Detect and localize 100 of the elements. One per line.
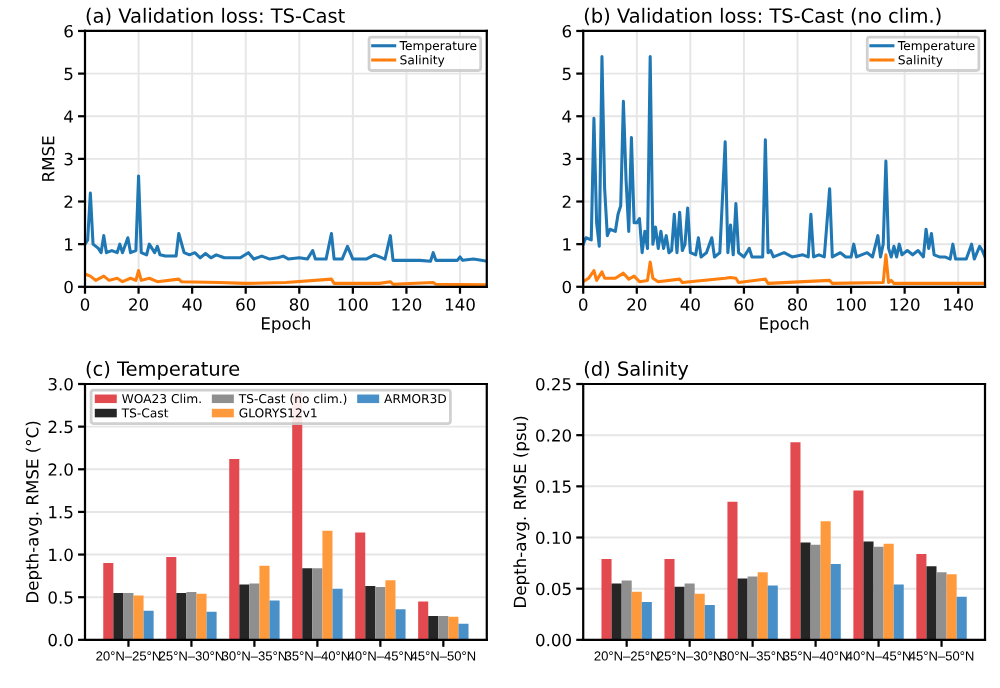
x-tick-label: 60	[236, 298, 256, 311]
y-tick-label: 6	[64, 24, 73, 38]
bar	[322, 530, 333, 640]
bar	[249, 583, 260, 640]
x-tick-label: 40	[182, 298, 202, 311]
bar	[800, 542, 811, 640]
bar	[448, 616, 459, 640]
bar	[737, 578, 748, 640]
bar	[684, 583, 695, 640]
bar	[438, 615, 449, 640]
bar	[206, 611, 217, 640]
y-tick-label: 3.0	[48, 377, 73, 391]
bar	[664, 559, 675, 640]
y-tick-label: 0.10	[536, 531, 571, 545]
bar	[355, 532, 366, 640]
y-axis-title: Depth-avg. RMSE (psu)	[513, 416, 530, 607]
y-axis-title: Depth-avg. RMSE (°C)	[25, 421, 42, 602]
bar	[385, 580, 396, 640]
y-axis-title: RMSE	[41, 136, 55, 181]
y-tick-label: 1	[563, 238, 571, 251]
bar	[727, 501, 738, 640]
bar	[428, 615, 439, 640]
x-axis-title: Epoch	[760, 316, 809, 333]
bar	[103, 563, 114, 640]
x-axis-title: Epoch	[262, 316, 310, 333]
y-tick-label: 0.05	[536, 582, 571, 596]
y-tick-label: 0	[64, 280, 73, 294]
y-tick-label: 5	[64, 67, 73, 81]
bar	[113, 592, 124, 640]
y-tick-label: 3	[562, 152, 571, 166]
bar	[916, 553, 927, 640]
x-tick-label: 40	[680, 298, 700, 311]
x-tick-label: 60	[734, 298, 754, 311]
y-tick-label: 0	[562, 280, 571, 294]
y-tick-label: 0.00	[536, 633, 571, 647]
y-tick-label: 1.0	[49, 548, 73, 562]
bar	[176, 592, 187, 640]
y-tick-label: 4	[562, 110, 572, 123]
bar	[873, 546, 884, 640]
y-tick-label: 1	[65, 238, 73, 251]
y-tick-label: 5	[562, 67, 571, 81]
bar	[883, 543, 894, 640]
bar	[757, 572, 768, 640]
y-tick-label: 0.5	[48, 591, 73, 604]
x-tick-label: 20	[627, 298, 647, 311]
bar	[312, 568, 323, 640]
bar	[259, 565, 270, 640]
y-tick-label: 2	[562, 195, 571, 208]
bar	[166, 557, 177, 640]
bar	[641, 601, 652, 640]
x-tick-label: 20	[129, 298, 149, 311]
x-tick-label: 120	[890, 298, 920, 311]
x-tick-label: 80	[788, 298, 807, 311]
y-tick-label: 0.15	[536, 480, 571, 493]
bar	[790, 442, 801, 640]
x-tick-label: 100	[837, 298, 866, 311]
bar	[458, 623, 469, 640]
bar	[853, 490, 864, 640]
y-tick-label: 0.20	[536, 429, 571, 442]
bar	[239, 584, 250, 640]
bar	[631, 591, 642, 640]
bar	[186, 592, 197, 640]
x-tick-label: 140	[445, 298, 475, 311]
x-tick-label: 80	[289, 298, 309, 311]
bar	[332, 588, 343, 640]
x-tick-label: 100	[338, 298, 368, 311]
line-series	[583, 55, 985, 261]
bar	[365, 586, 376, 640]
bar	[375, 586, 386, 640]
line-series	[85, 174, 487, 263]
x-tick-label: 0	[579, 298, 588, 311]
y-tick-label: 0.0	[48, 633, 73, 647]
bar	[810, 544, 821, 640]
bar	[601, 559, 612, 640]
bar	[418, 601, 429, 640]
bar	[863, 541, 874, 640]
bar	[123, 592, 134, 640]
x-tick-label: 120	[392, 298, 422, 311]
chart-title: (c) Temperature	[86, 360, 240, 380]
y-tick-label: 2	[64, 195, 73, 208]
y-tick-label: 0.25	[536, 377, 571, 391]
y-tick-label: 2.5	[48, 420, 73, 434]
bar	[767, 585, 778, 640]
x-tick-label: 140	[944, 298, 974, 311]
y-tick-label: 4	[64, 110, 73, 123]
bar	[747, 576, 758, 640]
chart-title: (a) Validation loss: TS-Cast	[86, 7, 345, 26]
y-tick-label: 6	[562, 24, 572, 38]
bar	[830, 564, 841, 640]
bar	[133, 595, 144, 640]
bar	[946, 574, 957, 640]
y-tick-label: 3	[64, 152, 73, 166]
bar	[956, 596, 967, 640]
y-tick-label: 2.0	[48, 463, 73, 476]
bar	[893, 584, 904, 640]
bar	[694, 593, 705, 640]
chart-title: (d) Salinity	[584, 360, 689, 380]
chart-title: (b) Validation loss: TS-Cast (no clim.)	[584, 7, 941, 26]
bar	[302, 568, 313, 640]
y-tick-label: 1.5	[49, 506, 73, 519]
